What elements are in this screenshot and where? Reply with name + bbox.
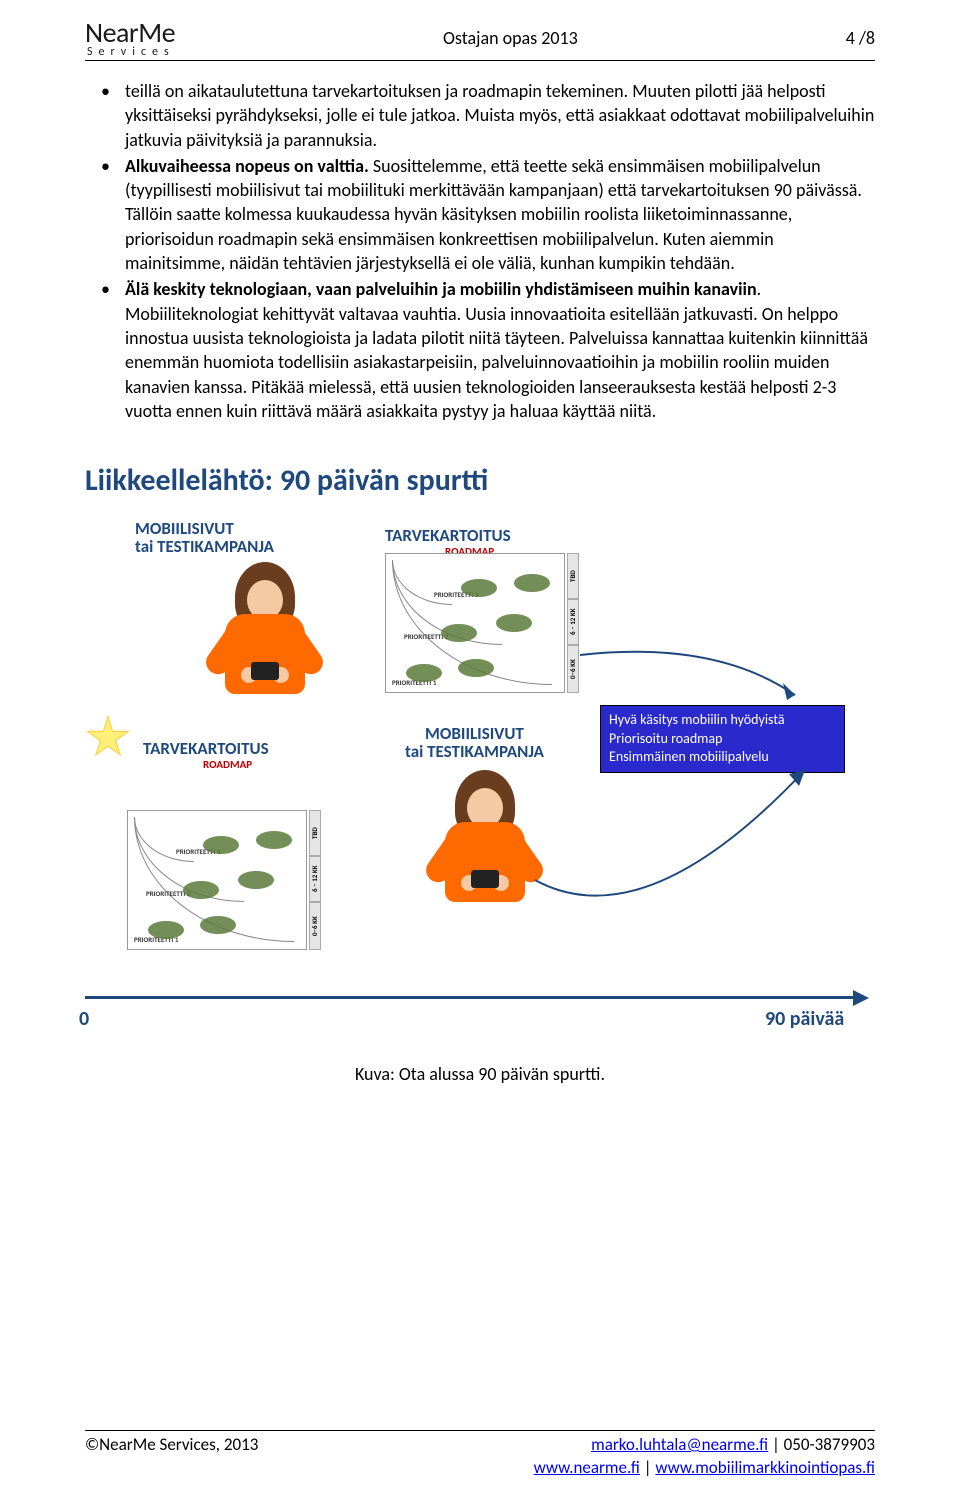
logo: NearMe Services: [85, 20, 175, 58]
bullet-text: teillä on aikataulutettuna tarvekartoitu…: [125, 80, 874, 151]
footer-copyright: ©NearMe Services, 2013: [85, 1434, 258, 1480]
body-bullets: teillä on aikataulutettuna tarvekartoitu…: [85, 79, 875, 423]
timeband-label: 0–6 KK: [310, 903, 320, 949]
bullet-item: teillä on aikataulutettuna tarvekartoitu…: [125, 79, 875, 152]
bullet-bold: Älä keskity teknologiaan, vaan palveluih…: [125, 278, 757, 300]
roadmap-chart-top: PRIORITEETTI 1 PRIORITEETTI 2 PRIORITEET…: [385, 553, 565, 693]
label-roadmap-bottom: ROADMAP: [203, 759, 252, 771]
page-footer: ©NearMe Services, 2013 marko.luhtala@nea…: [85, 1430, 875, 1480]
star-icon: [85, 715, 131, 761]
section-title: Liikkeellelähtö: 90 päivän spurtti: [85, 461, 875, 502]
timeline-axis: [85, 996, 855, 999]
bullet-item: Älä keskity teknologiaan, vaan palveluih…: [125, 277, 875, 423]
doc-title: Ostajan opas 2013: [443, 26, 578, 50]
page-header: NearMe Services Ostajan opas 2013 4 /8: [85, 20, 875, 61]
label-tarvekartoitus-bottom: TARVEKARTOITUS: [143, 740, 269, 759]
footer-email-link[interactable]: marko.luhtala@nearme.fi: [591, 1434, 768, 1455]
label-tarvekartoitus-top: TARVEKARTOITUS: [385, 527, 511, 546]
footer-phone: | 050-3879903: [768, 1434, 875, 1455]
bullet-bold: Alkuvaiheessa nopeus on valttia.: [125, 155, 369, 177]
timeband-label: 6 – 12 KK: [310, 857, 320, 901]
footer-link-1[interactable]: www.nearme.fi: [534, 1457, 640, 1478]
connector-arrow-bottom: [525, 760, 845, 1020]
person-illustration-top: [205, 562, 325, 742]
label-line: tai TESTIKAMPANJA: [135, 538, 274, 557]
axis-start-label: 0: [79, 1006, 89, 1033]
roadmap-chart-bottom: PRIORITEETTI 1 PRIORITEETTI 2 PRIORITEET…: [127, 810, 307, 950]
label-mobiilisivut-bottom: MOBIILISIVUT tai TESTIKAMPANJA: [405, 725, 544, 762]
page-number: 4 /8: [846, 26, 875, 50]
footer-link-2[interactable]: www.mobiilimarkkinointiopas.fi: [655, 1457, 875, 1478]
sprint-diagram: MOBIILISIVUT tai TESTIKAMPANJA TARVEKART…: [85, 520, 875, 1050]
axis-end-label: 90 päivää: [765, 1006, 844, 1033]
connector-arrow-top: [565, 560, 865, 780]
figure-caption: Kuva: Ota alussa 90 päivän spurtti.: [85, 1062, 875, 1086]
timeband-label: TBD: [310, 811, 320, 855]
bullet-item: Alkuvaiheessa nopeus on valttia. Suositt…: [125, 154, 875, 275]
label-line: tai TESTIKAMPANJA: [405, 743, 544, 762]
label-mobiilisivut-top: MOBIILISIVUT tai TESTIKAMPANJA: [135, 520, 274, 557]
logo-subtext: Services: [85, 47, 175, 58]
footer-sep: |: [640, 1457, 656, 1478]
